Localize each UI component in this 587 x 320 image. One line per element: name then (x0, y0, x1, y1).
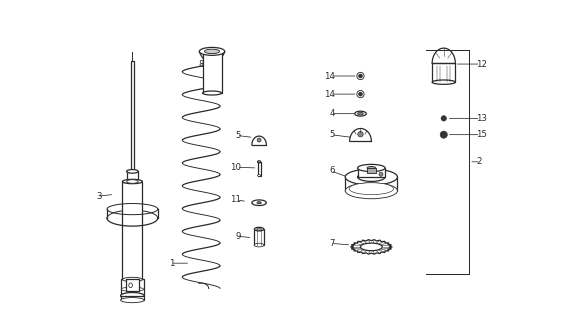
Text: 10: 10 (230, 163, 241, 172)
Bar (126, 279, 139, 291)
Ellipse shape (203, 91, 221, 95)
Text: 5: 5 (235, 131, 241, 140)
Circle shape (441, 116, 447, 121)
Ellipse shape (432, 80, 456, 84)
Text: 4: 4 (330, 109, 335, 118)
Text: 15: 15 (476, 130, 487, 139)
Circle shape (257, 138, 261, 142)
Bar (367, 168, 376, 173)
Bar (254, 229, 264, 245)
Text: 7: 7 (330, 239, 335, 248)
Ellipse shape (204, 49, 220, 53)
Circle shape (379, 172, 383, 176)
Ellipse shape (357, 172, 385, 181)
Bar (120, 296, 144, 300)
Bar (357, 168, 385, 177)
Ellipse shape (367, 166, 376, 169)
Ellipse shape (257, 202, 261, 204)
Bar (432, 63, 456, 82)
Circle shape (359, 92, 362, 96)
Ellipse shape (120, 292, 144, 299)
Text: 12: 12 (476, 60, 487, 68)
Ellipse shape (349, 183, 393, 195)
Ellipse shape (254, 243, 264, 247)
Circle shape (357, 72, 364, 80)
Bar (203, 52, 221, 93)
Bar (121, 279, 144, 296)
Ellipse shape (252, 200, 266, 205)
Ellipse shape (121, 293, 144, 298)
Bar (345, 177, 397, 191)
Ellipse shape (357, 164, 385, 172)
Circle shape (359, 74, 362, 78)
Circle shape (440, 131, 447, 138)
Ellipse shape (345, 169, 397, 185)
Ellipse shape (123, 179, 142, 184)
Ellipse shape (258, 161, 261, 163)
Text: 14: 14 (324, 71, 335, 81)
Ellipse shape (121, 287, 144, 292)
Text: 5: 5 (330, 130, 335, 139)
Ellipse shape (120, 298, 144, 303)
Ellipse shape (355, 111, 366, 116)
Text: 3: 3 (96, 192, 102, 201)
Ellipse shape (200, 47, 225, 55)
Text: 14: 14 (324, 90, 335, 99)
Polygon shape (360, 243, 382, 251)
Polygon shape (350, 240, 392, 254)
Circle shape (357, 132, 363, 137)
Ellipse shape (129, 283, 133, 288)
Text: 8: 8 (198, 60, 204, 68)
Ellipse shape (357, 112, 363, 115)
Ellipse shape (258, 175, 261, 177)
Text: 6: 6 (330, 166, 335, 175)
Ellipse shape (127, 180, 138, 183)
Bar (127, 172, 138, 181)
Ellipse shape (345, 183, 397, 199)
Bar (258, 162, 261, 176)
Text: 1: 1 (169, 259, 175, 268)
Ellipse shape (123, 277, 142, 282)
Ellipse shape (254, 227, 264, 231)
Bar (123, 181, 142, 279)
Text: 11: 11 (230, 195, 241, 204)
Text: 13: 13 (476, 114, 487, 123)
Ellipse shape (127, 170, 138, 173)
Ellipse shape (257, 228, 261, 230)
Text: 2: 2 (476, 157, 482, 166)
Text: 9: 9 (235, 232, 241, 241)
Circle shape (357, 91, 364, 98)
Bar (130, 60, 134, 172)
